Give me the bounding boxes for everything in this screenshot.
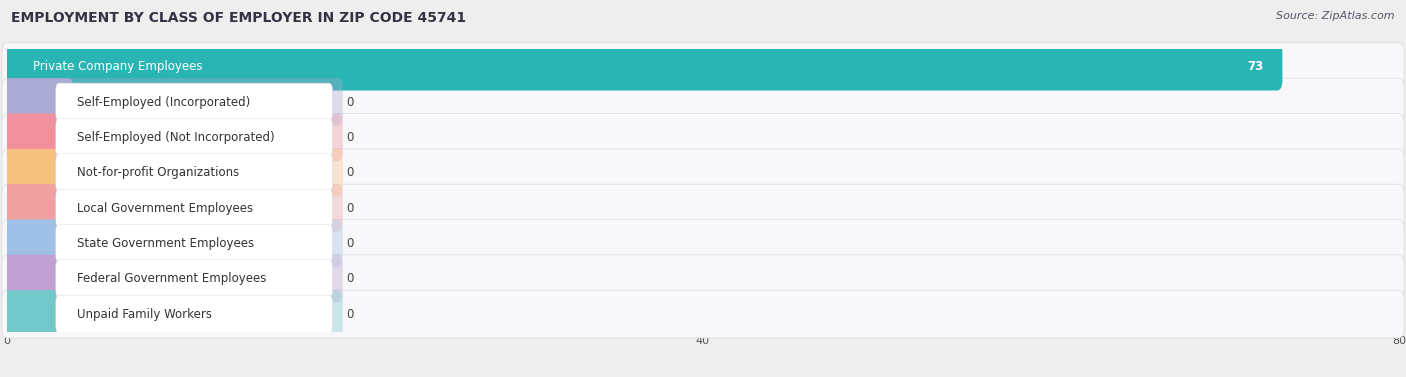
- FancyBboxPatch shape: [1, 184, 73, 232]
- FancyBboxPatch shape: [56, 154, 332, 192]
- FancyBboxPatch shape: [1, 255, 73, 303]
- Text: Federal Government Employees: Federal Government Employees: [77, 272, 266, 285]
- FancyBboxPatch shape: [1, 149, 1405, 196]
- FancyBboxPatch shape: [1, 43, 1282, 90]
- Text: Self-Employed (Not Incorporated): Self-Employed (Not Incorporated): [77, 131, 274, 144]
- FancyBboxPatch shape: [1, 219, 1405, 267]
- FancyBboxPatch shape: [56, 83, 332, 121]
- FancyBboxPatch shape: [1, 113, 343, 161]
- Text: Source: ZipAtlas.com: Source: ZipAtlas.com: [1277, 11, 1395, 21]
- Text: 0: 0: [346, 308, 354, 320]
- FancyBboxPatch shape: [56, 189, 332, 227]
- Text: 73: 73: [1247, 60, 1263, 73]
- FancyBboxPatch shape: [1, 219, 343, 267]
- Text: State Government Employees: State Government Employees: [77, 237, 253, 250]
- FancyBboxPatch shape: [56, 224, 332, 262]
- Text: Unpaid Family Workers: Unpaid Family Workers: [77, 308, 212, 320]
- FancyBboxPatch shape: [1, 78, 1405, 126]
- FancyBboxPatch shape: [1, 43, 1405, 90]
- Text: 0: 0: [346, 95, 354, 109]
- FancyBboxPatch shape: [56, 260, 332, 298]
- FancyBboxPatch shape: [1, 149, 343, 196]
- FancyBboxPatch shape: [1, 113, 73, 161]
- FancyBboxPatch shape: [1, 255, 343, 303]
- Text: EMPLOYMENT BY CLASS OF EMPLOYER IN ZIP CODE 45741: EMPLOYMENT BY CLASS OF EMPLOYER IN ZIP C…: [11, 11, 467, 25]
- Text: Self-Employed (Incorporated): Self-Employed (Incorporated): [77, 95, 250, 109]
- Text: 0: 0: [346, 272, 354, 285]
- FancyBboxPatch shape: [1, 184, 1405, 232]
- Text: 0: 0: [346, 131, 354, 144]
- FancyBboxPatch shape: [1, 219, 73, 267]
- Text: Not-for-profit Organizations: Not-for-profit Organizations: [77, 166, 239, 179]
- Text: 0: 0: [346, 202, 354, 215]
- FancyBboxPatch shape: [1, 290, 73, 338]
- Text: Local Government Employees: Local Government Employees: [77, 202, 253, 215]
- FancyBboxPatch shape: [56, 295, 332, 333]
- FancyBboxPatch shape: [1, 290, 343, 338]
- Text: 0: 0: [346, 166, 354, 179]
- FancyBboxPatch shape: [1, 290, 1405, 338]
- FancyBboxPatch shape: [1, 113, 1405, 161]
- Text: 0: 0: [346, 237, 354, 250]
- FancyBboxPatch shape: [56, 118, 332, 156]
- FancyBboxPatch shape: [1, 149, 73, 196]
- FancyBboxPatch shape: [1, 184, 343, 232]
- Text: Private Company Employees: Private Company Employees: [34, 60, 202, 73]
- FancyBboxPatch shape: [1, 255, 1405, 303]
- FancyBboxPatch shape: [1, 78, 343, 126]
- FancyBboxPatch shape: [1, 78, 73, 126]
